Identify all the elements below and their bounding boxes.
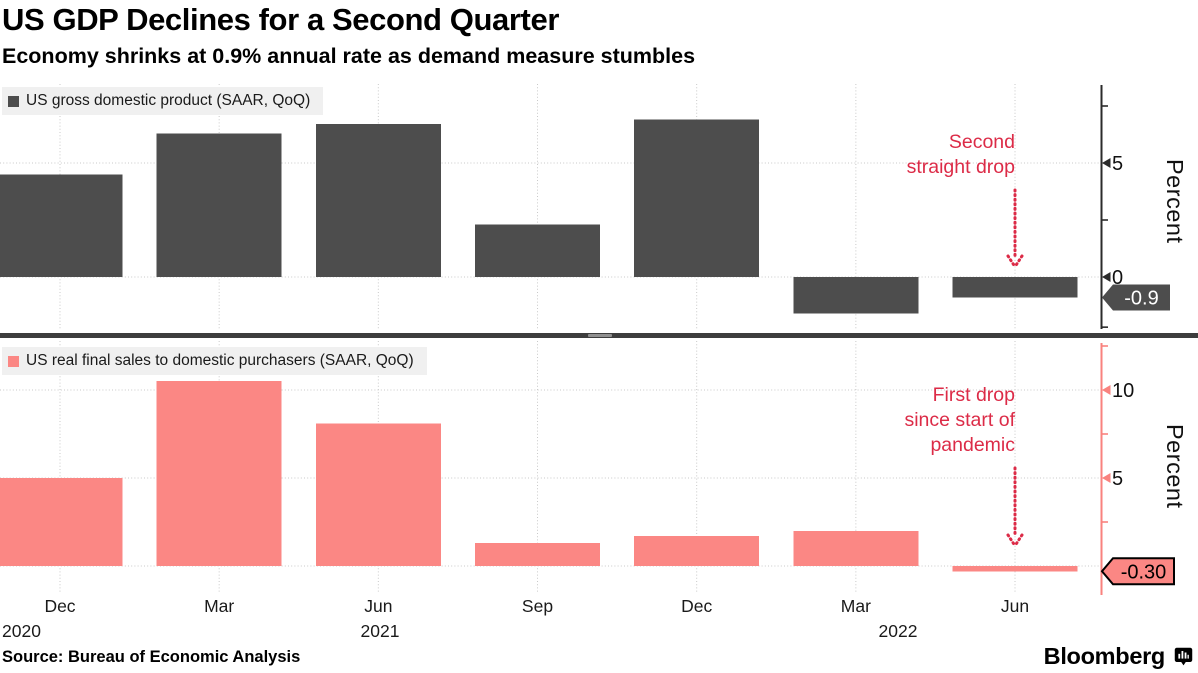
- x-axis-label-dec-0: Dec: [44, 596, 76, 616]
- divider-drag-handle[interactable]: [588, 334, 612, 337]
- page-title: US GDP Declines for a Second Quarter: [2, 2, 559, 37]
- bloomberg-logo-icon: [1174, 647, 1193, 666]
- bar-jun-2022: [952, 566, 1078, 572]
- x-axis-year-label-2022: 2022: [878, 621, 918, 641]
- annotation-arrow-head: [1014, 254, 1024, 268]
- bar-jun-2021: [315, 124, 441, 277]
- bar-dec-2020: [0, 478, 123, 566]
- x-axis-label-dec-4: Dec: [681, 596, 713, 616]
- legend-label-gdp: US gross domestic product (SAAR, QoQ): [26, 92, 311, 109]
- x-axis-label-sep-3: Sep: [521, 596, 554, 616]
- bar-dec-2021: [634, 119, 760, 278]
- annotation-arrow-head: [1006, 254, 1016, 268]
- value-tag: [1100, 557, 1175, 586]
- bar-sep-2021: [475, 543, 601, 566]
- bar-jun-2022: [952, 277, 1078, 298]
- axis-tick-major: [1102, 473, 1111, 483]
- gdp-bar-chart: 5 0-0.9: [0, 84, 1170, 330]
- axis-tick-major: [1102, 158, 1111, 168]
- bloomberg-wordmark: Bloomberg: [1043, 643, 1166, 669]
- y-axis-title-top: Percent: [1162, 159, 1188, 244]
- legend-label-final-sales: US real final sales to domestic purchase…: [26, 352, 414, 369]
- annotation-first-drop-since-pandemic: First drop since start of pandemic: [904, 384, 1015, 456]
- x-axis-label-mar-5: Mar: [840, 596, 871, 616]
- value-tag: [1102, 284, 1170, 311]
- annotation-second-straight-drop: Second straight drop: [906, 131, 1015, 178]
- axis-tick-major: [1102, 385, 1111, 395]
- bloomberg-logo: Bloomberg: [1044, 643, 1193, 670]
- bar-mar-2022: [793, 530, 919, 566]
- page-subtitle: Economy shrinks at 0.9% annual rate as d…: [2, 44, 696, 68]
- value-tag-label: -0.9: [1124, 288, 1158, 310]
- axis-tick-major: [1102, 272, 1111, 282]
- annotation-arrow-head: [1006, 533, 1016, 547]
- final-sales-bar-chart: 10 5 -0.30: [0, 341, 1175, 595]
- x-axis-label-jun-2: Jun: [364, 596, 393, 616]
- axis-tick-label: 5: [1112, 468, 1123, 490]
- axis-tick-label: 0: [1112, 267, 1123, 289]
- legend-gdp: US gross domestic product (SAAR, QoQ): [2, 87, 324, 115]
- legend-swatch-final-sales: [8, 355, 19, 367]
- bar-mar-2021: [156, 133, 282, 277]
- x-axis-year-label-2020: 2020: [2, 621, 41, 641]
- annotation-arrow-head: [1014, 533, 1024, 547]
- bar-sep-2021: [475, 224, 601, 277]
- axis-tick-label: 10: [1112, 380, 1134, 402]
- source-note: Source: Bureau of Economic Analysis: [2, 648, 301, 666]
- legend-final-sales: US real final sales to domestic purchase…: [2, 347, 427, 375]
- bar-mar-2021: [156, 381, 282, 566]
- legend-swatch-gdp: [8, 95, 19, 107]
- y-axis-title-bottom: Percent: [1162, 424, 1188, 509]
- axis-tick-label: 5: [1112, 153, 1123, 175]
- x-axis-year-label-2021: 2021: [360, 621, 400, 641]
- x-axis-label-mar-1: Mar: [204, 596, 235, 616]
- value-tag-label: -0.30: [1121, 561, 1167, 583]
- panel-divider: [0, 333, 1198, 338]
- bar-jun-2021: [315, 423, 441, 566]
- bar-dec-2020: [0, 174, 123, 277]
- x-axis-label-jun-6: Jun: [1000, 596, 1030, 616]
- bar-mar-2022: [793, 277, 919, 314]
- bar-dec-2021: [634, 536, 760, 566]
